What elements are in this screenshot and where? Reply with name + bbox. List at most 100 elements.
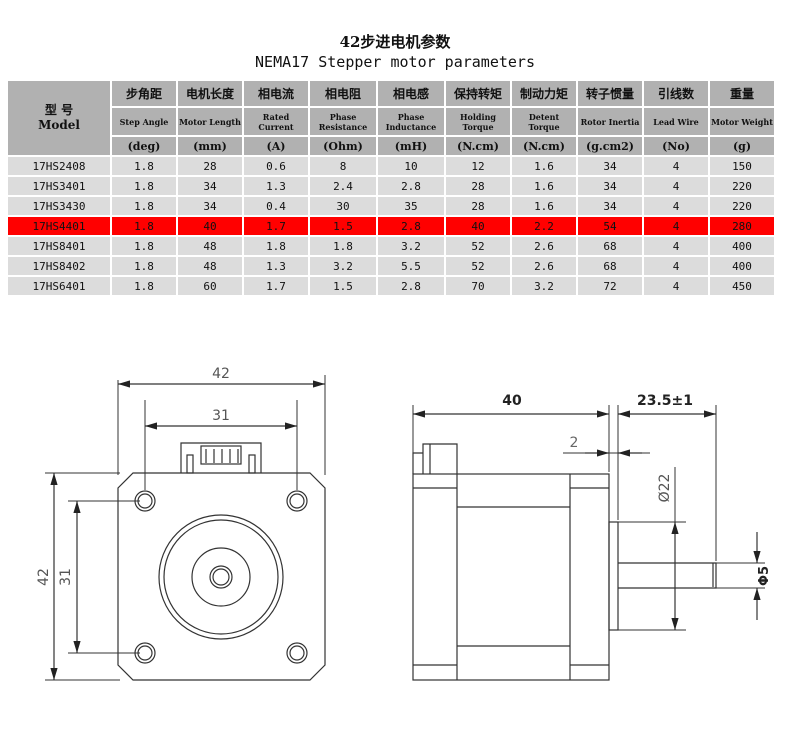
col-unit: (mm) [178, 137, 242, 155]
table-cell: 34 [578, 177, 642, 195]
table-cell: 68 [578, 237, 642, 255]
table-row: 17HS6401 1.8 60 1.7 1.5 2.8 70 3.2 72 4 450 [8, 277, 774, 295]
table-cell: 2.4 [310, 177, 376, 195]
col-header-en: Motor Weight [710, 108, 774, 135]
col-unit: (Ohm) [310, 137, 376, 155]
table-cell: 28 [446, 197, 510, 215]
boss-inner [191, 547, 251, 607]
table-cell: 220 [710, 177, 774, 195]
model-header: 型 号 Model [8, 81, 110, 155]
table-cell: 2.8 [378, 277, 444, 295]
table-cell: 4 [644, 177, 708, 195]
col-unit: (No) [644, 137, 708, 155]
table-cell: 4 [644, 197, 708, 215]
table-cell: 40 [446, 217, 510, 235]
table-cell: 54 [578, 217, 642, 235]
side-boss [608, 521, 619, 631]
table-cell: 34 [578, 157, 642, 175]
table-cell: 2.6 [512, 237, 576, 255]
table-cell: 1.5 [310, 217, 376, 235]
table-cell: 17HS8402 [8, 257, 110, 275]
col-unit: (deg) [112, 137, 176, 155]
spec-table: 型 号 Model 步角距 电机长度 相电流 相电阻 相电感 保持转矩 制动力矩 转子惯量 引线数重… [6, 79, 776, 297]
table-cell: 35 [378, 197, 444, 215]
table-cell: 1.3 [244, 177, 308, 195]
table-cell: 1.8 [310, 237, 376, 255]
col-header-en: Lead Wire [644, 108, 708, 135]
label-2: 2 [570, 435, 579, 451]
table-cell: 1.8 [112, 177, 176, 195]
table-row: 17HS3401 1.8 34 1.3 2.4 2.8 28 1.6 34 4 220 [8, 177, 774, 195]
front-view: 42 31 42 31 [36, 366, 326, 681]
table-cell: 1.8 [112, 197, 176, 215]
col-header-en: Detent Torque [512, 108, 576, 135]
col-unit: (N.cm) [512, 137, 576, 155]
table-cell: 12 [446, 157, 510, 175]
table-cell: 1.8 [112, 157, 176, 175]
col-header-cn: 保持转矩 [446, 81, 510, 106]
connector [180, 442, 262, 474]
col-unit: (N.cm) [446, 137, 510, 155]
col-header-en: Motor Length [178, 108, 242, 135]
col-header-cn: 转子惯量 [578, 81, 642, 106]
table-cell: 3.2 [512, 277, 576, 295]
side-shaft [618, 562, 717, 589]
table-cell: 52 [446, 257, 510, 275]
table-cell: 2.8 [378, 177, 444, 195]
table-cell: 4 [644, 157, 708, 175]
col-header-en: Rotor Inertia [578, 108, 642, 135]
table-cell: 450 [710, 277, 774, 295]
table-cell: 400 [710, 237, 774, 255]
table-cell: 3.2 [310, 257, 376, 275]
table-row: 17HS8402 1.8 48 1.3 3.2 5.5 52 2.6 68 4 400 [8, 257, 774, 275]
table-cell: 0.6 [244, 157, 308, 175]
table-cell: 28 [446, 177, 510, 195]
flange-outline [117, 472, 326, 681]
table-cell: 2.2 [512, 217, 576, 235]
table-cell: 3.2 [378, 237, 444, 255]
table-cell: 17HS6401 [8, 277, 110, 295]
table-row: 17HS8401 1.8 48 1.8 1.8 3.2 52 2.6 68 4 400 [8, 237, 774, 255]
table-cell: 34 [578, 197, 642, 215]
table-cell: 1.8 [112, 237, 176, 255]
table-cell: 150 [710, 157, 774, 175]
table-cell: 60 [178, 277, 242, 295]
table-cell: 1.5 [310, 277, 376, 295]
table-cell: 1.3 [244, 257, 308, 275]
table-cell: 4 [644, 217, 708, 235]
label-5: Φ5 [757, 566, 772, 586]
table-row: 17HS3430 1.8 34 0.4 30 35 28 1.6 34 4 220 [8, 197, 774, 215]
side-connector [412, 443, 458, 474]
col-header-cn: 引线数 [644, 81, 708, 106]
label-22: Ø22 [657, 474, 673, 503]
table-cell: 17HS3401 [8, 177, 110, 195]
title-en: NEMA17 Stepper motor parameters [255, 53, 535, 71]
table-cell: 17HS4401 [8, 217, 110, 235]
table-cell: 30 [310, 197, 376, 215]
mounting-holes [134, 490, 308, 664]
table-cell: 8 [310, 157, 376, 175]
col-header-en: Phase Resistance [310, 108, 376, 135]
col-header-en: Phase Inductance [378, 108, 444, 135]
table-cell: 68 [578, 257, 642, 275]
table-cell: 1.6 [512, 177, 576, 195]
table-cell: 220 [710, 197, 774, 215]
col-header-cn: 相电感 [378, 81, 444, 106]
table-cell: 1.8 [112, 217, 176, 235]
col-header-cn: 重量 [710, 81, 774, 106]
table-cell: 280 [710, 217, 774, 235]
table-cell: 48 [178, 257, 242, 275]
table-cell: 28 [178, 157, 242, 175]
boss-outer [158, 514, 284, 640]
title-cn: 42步进电机参数 [339, 33, 451, 51]
table-cell: 1.7 [244, 277, 308, 295]
col-header-en: Step Angle [112, 108, 176, 135]
label-42-top: 42 [212, 366, 230, 382]
table-cell: 1.8 [112, 277, 176, 295]
table-cell: 40 [178, 217, 242, 235]
table-cell: 1.6 [512, 197, 576, 215]
col-header-cn: 步角距 [112, 81, 176, 106]
table-cell: 2.6 [512, 257, 576, 275]
table-cell: 5.5 [378, 257, 444, 275]
table-cell: 2.8 [378, 217, 444, 235]
